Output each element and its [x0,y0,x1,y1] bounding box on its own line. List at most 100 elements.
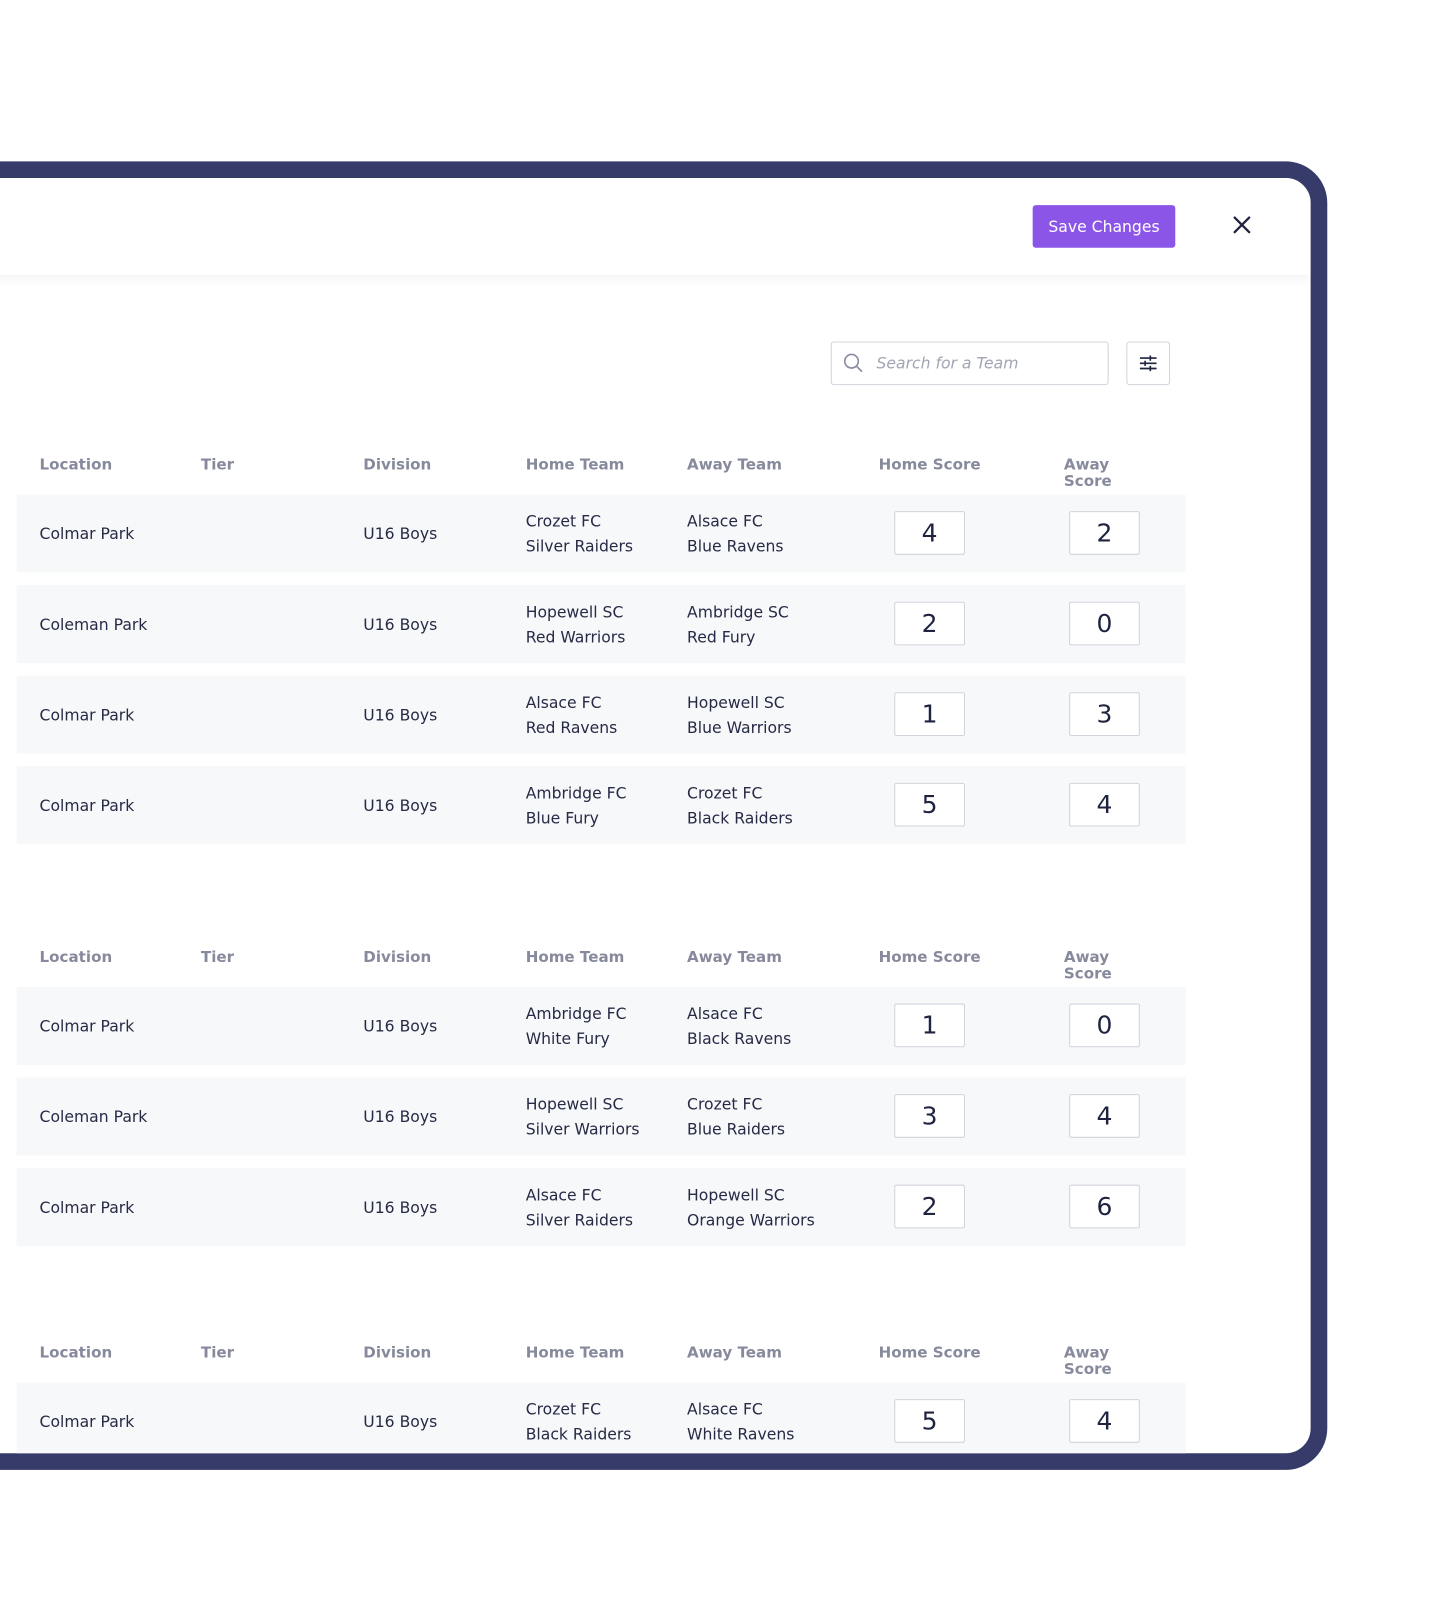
team-name: Orange Warriors [687,1210,815,1229]
column-header: Away Team [687,1344,782,1362]
team-name: White Fury [525,1029,610,1048]
team-name: Alsace FC [525,692,602,712]
location: Colmar Park [39,524,135,543]
team-name: Red Fury [687,627,756,646]
home-score-input[interactable]: 2 [894,601,966,646]
team-name: Hopewell SC [687,1185,785,1204]
division: U16 Boys [363,614,438,634]
team-name: Black Raiders [687,808,793,828]
table-header: Location Tier Division Home Team Away Team Ho… [17,949,1186,982]
column-header: Tier [200,456,235,474]
away-score-input[interactable]: 4 [1069,1399,1140,1443]
table-row: Coleman Park U16 Boys Hopewell SC Silver Wa… [16,1077,1186,1156]
location-cell: Colmar Park [40,676,135,754]
search-box[interactable]: Search for a Team [830,341,1109,386]
division: U16 Boys [363,524,438,543]
division-cell: U16 Boys [363,1077,437,1155]
home-score-input[interactable]: 5 [894,1399,966,1443]
team-name: Silver Raiders [525,1210,634,1229]
schedule-table: Location Tier Division Home Team Away Team Ho… [16,1344,1186,1454]
column-header: Away Score [1063,1344,1112,1379]
team-name: Crozet FC [687,783,763,803]
team-name: Alsace FC [687,1004,763,1023]
home-team-cell: Crozet FC Black Raiders [525,1382,632,1453]
table-header: Location Tier Division Home Team Away Team Ho… [17,1344,1186,1378]
team-name: Red Ravens [525,717,618,737]
team-name: Blue Fury [525,808,599,828]
filter-button[interactable] [1126,341,1171,386]
location: Colmar Park [39,1197,135,1217]
team-name: Ambridge SC [687,602,789,621]
column-header: Away Score [1063,456,1112,491]
home-team-cell: Alsace FC Silver Raiders [526,1168,633,1246]
team-name: Hopewell SC [525,602,624,621]
modal: Save Changes Search for a Team Location T… [0,161,1328,1470]
column-header: Division [363,949,432,967]
home-score-input[interactable]: 5 [894,782,966,827]
division-cell: U16 Boys [363,987,437,1065]
location: Colmar Park [39,795,135,815]
location: Colmar Park [39,705,135,725]
location-cell: Coleman Park [40,1077,148,1155]
away-team-cell: Hopewell SC Orange Warriors [687,1168,815,1246]
away-team-cell: Crozet FC Black Raiders [687,766,793,844]
away-score-input[interactable]: 2 [1069,511,1140,555]
column-header: Home Score [878,1344,981,1362]
team-name: Blue Ravens [687,536,784,556]
team-name: Black Raiders [525,1424,632,1444]
table-row: Colmar Park U16 Boys Alsace FC Silver Raide… [16,1168,1186,1247]
location: Colmar Park [39,1412,135,1431]
save-button[interactable]: Save Changes [1032,205,1176,248]
table-row: Coleman Park U16 Boys Hopewell SC Red Warri… [16,585,1186,664]
team-name: White Ravens [687,1424,795,1444]
home-score-input[interactable]: 4 [894,511,966,555]
team-name: Black Ravens [687,1029,792,1048]
column-header: Location [39,1344,113,1362]
away-score-input[interactable]: 4 [1069,1094,1140,1138]
away-team-cell: Alsace FC Black Ravens [687,987,791,1065]
home-score-input[interactable]: 1 [894,1003,966,1048]
away-score-input[interactable]: 0 [1069,601,1140,646]
location-cell: Colmar Park [40,494,135,572]
away-team-cell: Crozet FC Blue Raiders [687,1077,785,1155]
column-header: Tier [200,1344,235,1362]
away-score-input[interactable]: 4 [1069,782,1140,827]
home-team-cell: Ambridge FC Blue Fury [526,766,627,844]
team-name: Crozet FC [525,511,602,531]
away-score-input[interactable]: 6 [1069,1184,1140,1229]
column-header: Division [363,456,432,474]
location: Colmar Park [39,1016,135,1036]
table-row: Colmar Park U16 Boys Alsace FC Red Ravens Ho… [16,675,1186,754]
location: Coleman Park [39,614,148,634]
location-cell: Colmar Park [40,1168,135,1246]
team-name: Blue Warriors [687,717,792,737]
home-team-cell: Hopewell SC Silver Warriors [526,1077,640,1155]
table-row: Colmar Park U16 Boys Ambridge FC Blue Fury C… [16,766,1186,845]
division-cell: U16 Boys [363,676,437,754]
away-team-cell: Alsace FC Blue Ravens [687,494,783,572]
home-team-cell: Crozet FC Silver Raiders [526,494,633,572]
column-header: Away Team [687,456,782,474]
division-cell: U16 Boys [363,1168,437,1246]
away-score-input[interactable]: 0 [1069,1003,1140,1048]
division: U16 Boys [363,795,438,815]
home-score-input[interactable]: 1 [894,692,966,736]
away-score-input[interactable]: 3 [1069,692,1140,736]
column-header: Away Score [1063,949,1112,983]
close-button[interactable] [1232,214,1253,235]
division: U16 Boys [363,1107,438,1126]
column-header: Home Team [525,949,625,967]
division: U16 Boys [363,1412,438,1431]
home-score-input[interactable]: 3 [894,1094,966,1138]
team-name: Hopewell SC [525,1094,624,1114]
division-cell: U16 Boys [363,494,437,572]
team-name: Blue Raiders [687,1119,786,1139]
schedule-table: Location Tier Division Home Team Away Team Ho… [16,949,1186,1247]
column-header: Home Team [525,456,625,474]
search-placeholder: Search for a Team [876,353,1019,373]
table-row: Colmar Park U16 Boys Crozet FC Silver Raide… [16,494,1186,573]
division: U16 Boys [363,1197,438,1217]
home-score-input[interactable]: 2 [894,1184,966,1229]
